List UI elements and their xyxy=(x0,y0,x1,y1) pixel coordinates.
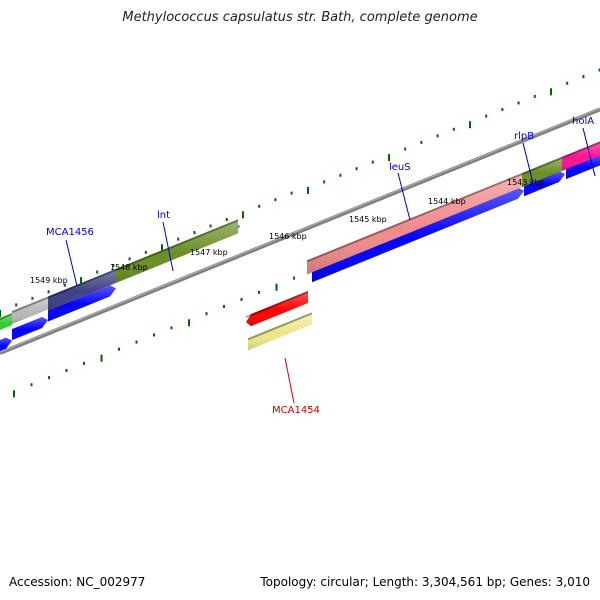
scale-tick-label: 1544 kbp xyxy=(428,197,466,206)
gene-bar-leuS xyxy=(306,173,523,275)
gene-bar-khaki xyxy=(247,312,313,351)
scale-tick-label: 1545 kbp xyxy=(349,215,387,224)
genome-summary: Topology: circular; Length: 3,304,561 bp… xyxy=(260,575,590,589)
feature-label-MCA1454: MCA1454 xyxy=(272,405,320,416)
leader-line-MCA1454 xyxy=(284,357,295,404)
map-title: Methylococcus capsulatus str. Bath, comp… xyxy=(122,10,478,25)
leader-line-MCA1456 xyxy=(65,239,78,287)
cds-arrow xyxy=(312,187,524,283)
cds-arrow xyxy=(48,285,116,322)
leader-line-rlpB xyxy=(522,142,536,192)
feature-label-rlpB: rlpB xyxy=(514,131,534,142)
label-layer: 1549 kbp 1548 kbp 1547 kbp 1546 kbp 1545 kbp… xyxy=(30,116,596,416)
gene-bar-gray xyxy=(11,296,49,325)
backbone-line xyxy=(0,107,600,355)
scale-tick-label: 1548 kbp xyxy=(110,263,148,272)
gene-bar-MCA1454 xyxy=(245,290,309,327)
cds-arrow xyxy=(0,337,12,351)
scale-tick-label: 1546 kbp xyxy=(269,232,307,241)
accession-text: Accession: NC_002977 xyxy=(9,575,146,589)
leader-line-leuS xyxy=(397,172,411,221)
feature-label-leuS: leuS xyxy=(389,162,411,173)
gene-bar-lnt xyxy=(115,219,239,283)
leader-line-holA xyxy=(582,127,596,177)
feature-label-lnt: lnt xyxy=(157,210,170,221)
cds-arrow xyxy=(12,316,48,341)
backbone-layer xyxy=(0,107,600,355)
feature-label-holA: holA xyxy=(572,116,594,127)
leader-line-lnt xyxy=(162,221,174,272)
feature-label-MCA1456: MCA1456 xyxy=(46,227,94,238)
gene-layer xyxy=(0,141,600,351)
scale-tick-label: 1549 kbp xyxy=(30,276,68,285)
scale-tick-label: 1543 kbp xyxy=(507,178,545,187)
gene-bar-MCA1456 xyxy=(47,268,117,311)
backbone-highlight xyxy=(0,107,600,353)
gene-bar-light-green xyxy=(0,313,13,330)
scale-tick-label: 1547 kbp xyxy=(190,248,228,257)
scale-ticks-upper-left xyxy=(0,191,293,317)
gene-bar-holA xyxy=(561,141,600,171)
